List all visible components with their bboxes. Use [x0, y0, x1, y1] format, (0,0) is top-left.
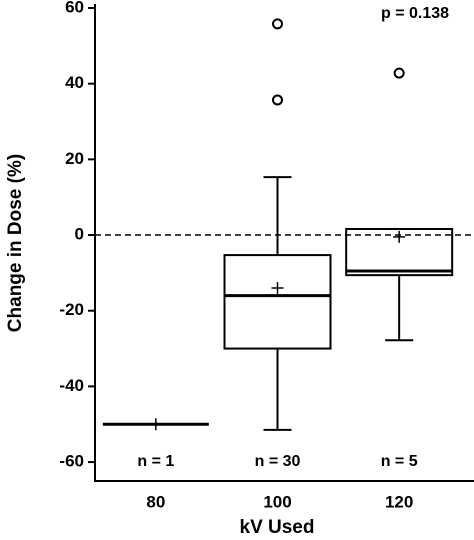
outlier: [272, 94, 283, 106]
x-tick-label: 120: [385, 492, 413, 511]
mean-marker: [393, 230, 406, 243]
y-tick-label: 60: [65, 0, 84, 16]
box: [223, 254, 332, 350]
y-axis-label: Change in Dose (%): [5, 154, 26, 332]
y-tick-label: -40: [59, 376, 84, 395]
y-tick-label: -60: [59, 452, 84, 471]
group-label: n = 5: [381, 453, 418, 470]
y-tick-label: 20: [65, 149, 84, 168]
group-label: n = 1: [137, 453, 174, 470]
outlier: [272, 18, 283, 30]
y-tick-label: 0: [75, 225, 84, 244]
group-label: n = 30: [255, 453, 301, 470]
x-axis-label: kV Used: [240, 517, 315, 538]
x-tick-label: 100: [263, 492, 291, 511]
y-tick-label: 40: [65, 73, 84, 92]
annotation: p = 0.138: [381, 5, 449, 22]
mean-marker: [149, 418, 162, 431]
mean-marker: [271, 282, 284, 295]
x-tick-label: 80: [146, 492, 165, 511]
box: [345, 227, 454, 277]
outlier: [393, 67, 405, 79]
y-tick-label: -20: [59, 300, 84, 319]
